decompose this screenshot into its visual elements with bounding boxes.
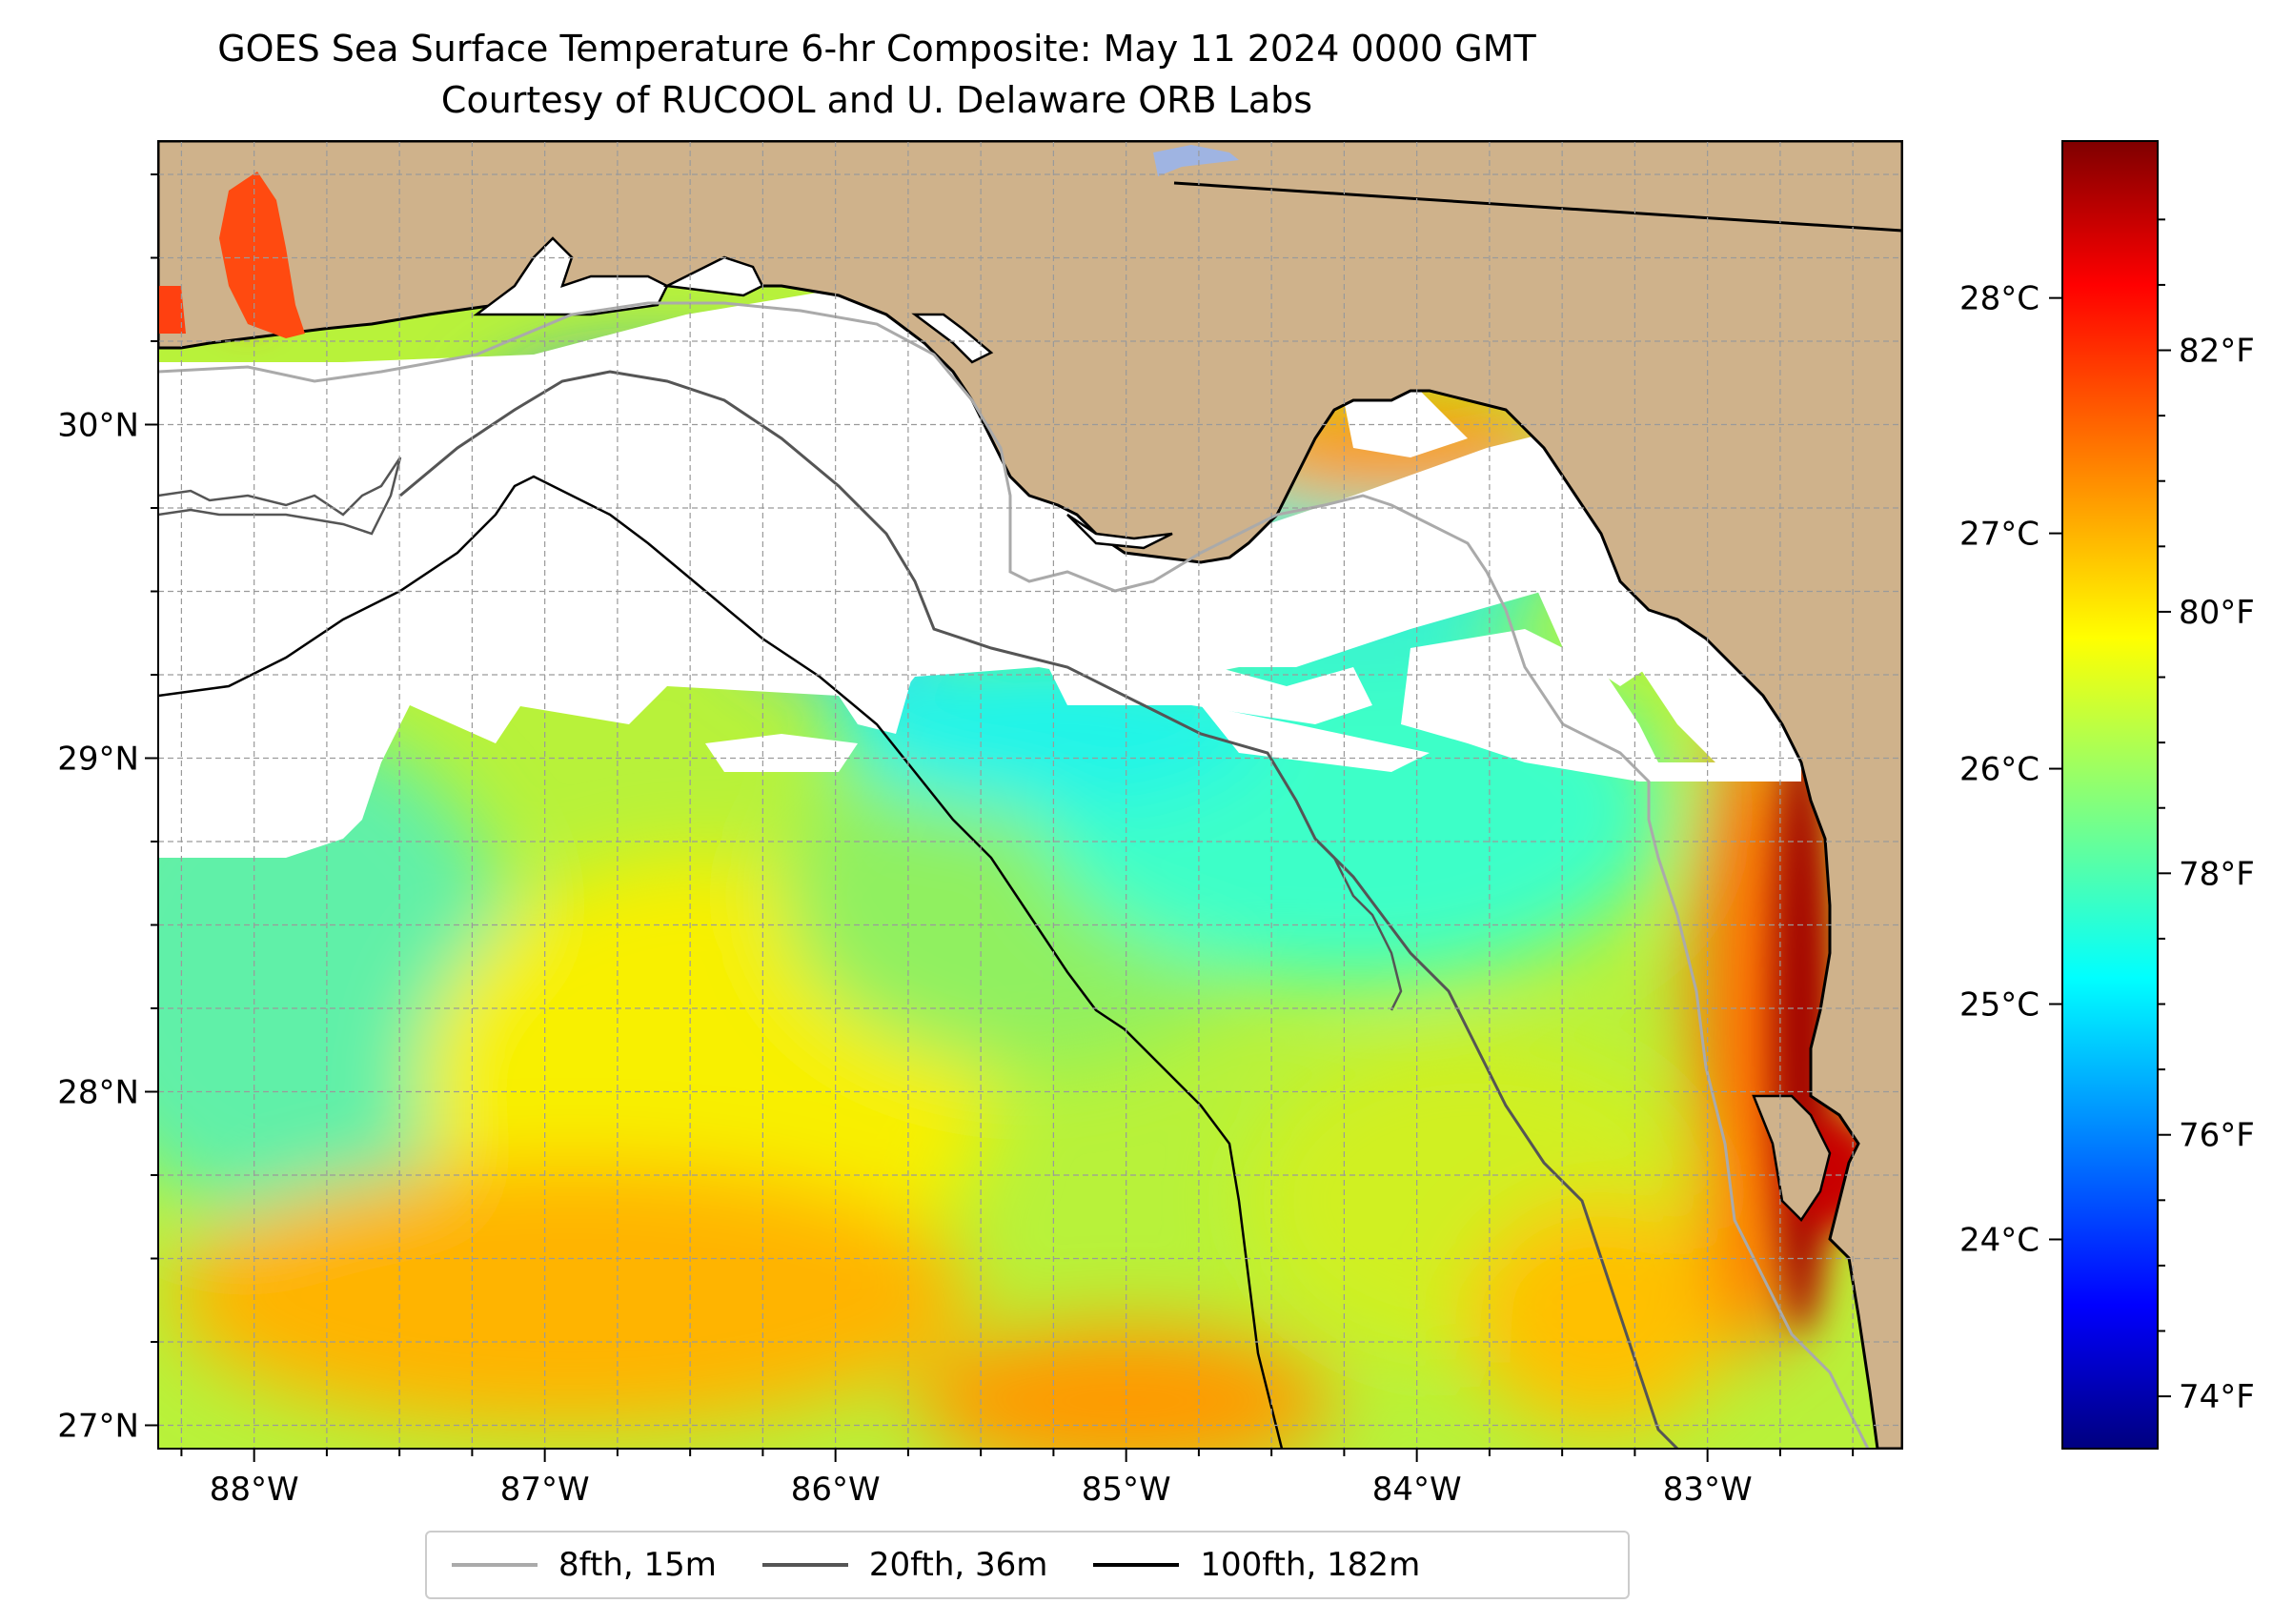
- graticule: [158, 141, 1902, 1449]
- chart-subtitle: Courtesy of RUCOOL and U. Delaware ORB L…: [440, 79, 1313, 121]
- colorbar-f-label: 82°F: [2179, 333, 2255, 371]
- legend-item: 8fth, 15m: [452, 1546, 717, 1584]
- colorbar: [2061, 140, 2159, 1450]
- colorbar-f-label: 76°F: [2179, 1117, 2255, 1155]
- bay-sst: [219, 172, 305, 338]
- colorbar-c-label: 24°C: [1959, 1221, 2039, 1259]
- colorbar-c-label: 27°C: [1959, 516, 2039, 554]
- lon-tick-label: 87°W: [500, 1471, 590, 1509]
- state-boundary: [1173, 181, 1902, 233]
- lon-tick-label: 86°W: [791, 1471, 881, 1509]
- lat-tick-label: 28°N: [57, 1074, 139, 1112]
- colorbar-f-label: 74°F: [2179, 1378, 2255, 1416]
- legend-item: 100fth, 182m: [1093, 1546, 1420, 1584]
- legend: 8fth, 15m 20fth, 36m 100fth, 182m: [425, 1531, 1630, 1599]
- lon-tick-label: 85°W: [1082, 1471, 1171, 1509]
- colorbar-c-label: 26°C: [1959, 751, 2039, 789]
- lon-tick-label: 88°W: [210, 1471, 299, 1509]
- legend-line-swatch: [761, 1563, 848, 1567]
- colorbar-f-label: 80°F: [2179, 594, 2255, 632]
- legend-label: 20fth, 36m: [868, 1546, 1048, 1584]
- contour-20fth: [399, 370, 1679, 1449]
- colorbar-f-label: 78°F: [2179, 855, 2255, 893]
- map-frame: [157, 140, 1903, 1450]
- lat-ticks: 27°N 28°N 29°N 30°N: [57, 173, 158, 1446]
- lon-ticks: 88°W 87°W 86°W 85°W 84°W 83°W: [180, 1449, 1855, 1509]
- lat-tick-label: 27°N: [57, 1408, 139, 1446]
- legend-item: 20fth, 36m: [761, 1546, 1048, 1584]
- contour-100fth: [158, 475, 1284, 1449]
- legend-label: 100fth, 182m: [1200, 1546, 1421, 1584]
- colorbar-fahrenheit-ticks: 74°F 76°F 78°F 80°F 82°F: [2158, 218, 2255, 1416]
- lake: [1153, 145, 1239, 176]
- lat-tick-label: 29°N: [57, 741, 139, 779]
- lon-tick-label: 84°W: [1372, 1471, 1462, 1509]
- legend-line-swatch: [1093, 1563, 1180, 1567]
- contour-8fth: [158, 301, 1870, 1449]
- colorbar-c-label: 28°C: [1959, 280, 2039, 318]
- coastal-bays: [473, 236, 1173, 550]
- lat-tick-label: 30°N: [57, 407, 139, 445]
- lon-tick-label: 83°W: [1663, 1471, 1753, 1509]
- colorbar-c-label: 25°C: [1959, 986, 2039, 1025]
- legend-line-swatch: [452, 1563, 538, 1567]
- chart-title: GOES Sea Surface Temperature 6-hr Compos…: [217, 28, 1536, 70]
- legend-label: 8fth, 15m: [558, 1546, 717, 1584]
- colorbar-celsius-ticks: 24°C 25°C 26°C 27°C 28°C: [1959, 280, 2062, 1259]
